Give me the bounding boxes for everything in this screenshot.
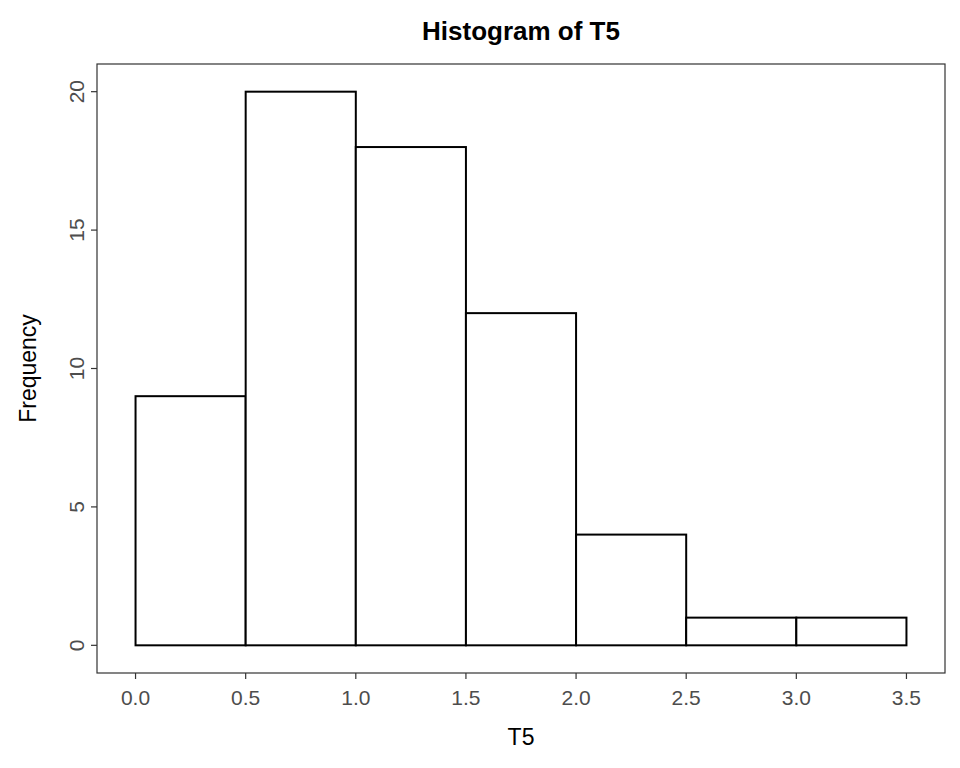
bar [466,313,576,645]
y-tick-label: 10 [65,357,88,380]
y-tick-label: 0 [65,639,88,651]
x-tick [465,673,466,679]
bar [246,92,356,646]
x-tick [686,673,687,679]
bars [136,92,907,646]
bar [796,618,906,646]
x-tick-label: 1.0 [341,686,370,709]
x-axis-label: T5 [508,724,535,750]
y-tick [91,506,97,507]
chart: 0.0 0.5 1.0 1.5 2.0 2.5 3.0 3.5 0 5 10 15 20 Histogra… [0,0,960,768]
y-tick [91,368,97,369]
bar [136,396,246,645]
panel-border [97,64,945,673]
y-tick [91,91,97,92]
y-tick-label: 20 [65,80,88,103]
x-tick [355,673,356,679]
y-tick [91,645,97,646]
bar [576,535,686,646]
x-tick [575,673,576,679]
x-tick-label: 1.5 [451,686,480,709]
bar [686,618,796,646]
x-tick [245,673,246,679]
y-tick [91,229,97,230]
x-tick-label: 2.5 [672,686,701,709]
x-tick-label: 3.0 [782,686,811,709]
title: Histogram of T5 [422,16,620,46]
y-axis-label: Frequency [15,314,41,423]
x-tick-label: 3.5 [892,686,921,709]
x-tick [906,673,907,679]
bar [356,147,466,645]
x-tick-label: 0.0 [121,686,150,709]
x-tick [135,673,136,679]
x-tick-label: 0.5 [231,686,260,709]
x-tick [796,673,797,679]
x-tick-label: 2.0 [561,686,590,709]
y-tick-label: 5 [65,501,88,513]
y-tick-label: 15 [65,218,88,241]
